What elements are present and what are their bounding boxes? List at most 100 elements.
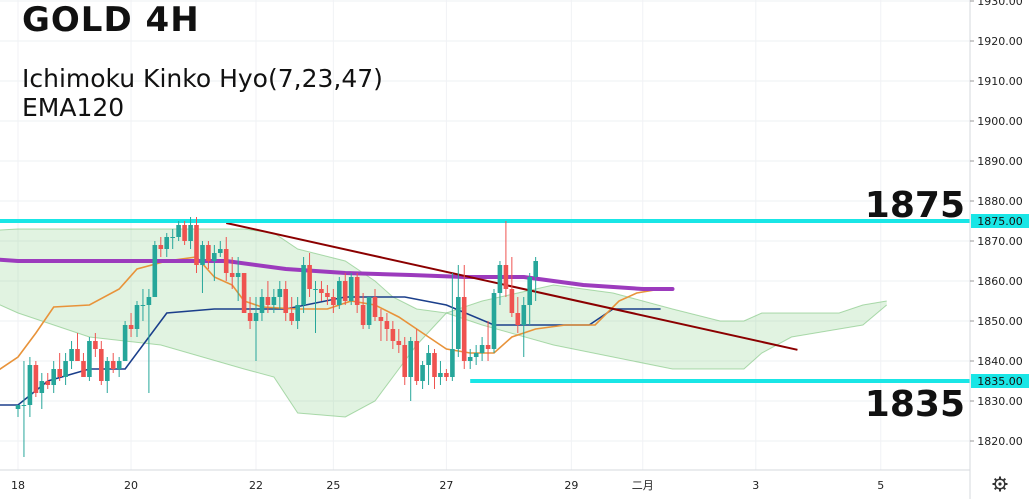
candle[interactable] [342,273,348,305]
candle[interactable] [69,341,74,369]
candle[interactable] [426,345,431,385]
candle[interactable] [420,361,425,389]
candle[interactable] [200,241,205,293]
candles[interactable] [15,217,538,457]
candle[interactable] [372,289,378,321]
candle[interactable] [21,361,27,457]
candle[interactable] [390,321,396,349]
candle[interactable] [27,357,33,417]
candle[interactable] [354,273,360,313]
candle[interactable] [45,373,51,389]
candle[interactable] [176,221,181,241]
candle[interactable] [253,297,259,361]
candle[interactable] [15,405,21,417]
candle[interactable] [485,321,491,361]
candle[interactable] [384,313,390,341]
candle[interactable] [57,353,62,381]
candle[interactable] [63,353,68,385]
candle[interactable] [105,357,110,393]
candle[interactable] [75,333,80,361]
candle[interactable] [33,361,39,397]
candle[interactable] [319,281,324,301]
candle[interactable] [289,297,294,325]
candle-body [337,281,342,305]
candle[interactable] [497,261,503,305]
candle[interactable] [456,265,461,357]
candle[interactable] [39,373,45,409]
candle[interactable] [81,353,86,377]
candle[interactable] [110,353,116,373]
candle[interactable] [348,273,354,305]
candle[interactable] [461,265,467,369]
candle[interactable] [360,293,366,329]
candle[interactable] [247,297,253,329]
candle[interactable] [223,237,229,281]
candle-body [99,349,104,381]
candle[interactable] [140,289,146,321]
candle[interactable] [408,337,413,401]
candle[interactable] [521,297,527,357]
price-tick-label: 1870.00 [977,235,1023,248]
candle[interactable] [116,357,122,377]
candle[interactable] [188,217,193,249]
candle[interactable] [509,257,515,317]
candle[interactable] [479,337,485,361]
candle[interactable] [229,257,235,289]
candle-body [57,369,62,377]
candle[interactable] [51,361,56,393]
candle[interactable] [265,281,271,313]
candle-body [122,325,128,361]
candle[interactable] [467,349,473,369]
candle[interactable] [503,221,509,297]
candle[interactable] [206,241,211,269]
candle[interactable] [325,285,330,305]
candle[interactable] [402,337,407,385]
candle[interactable] [337,277,342,309]
candle[interactable] [491,289,497,353]
candle[interactable] [99,341,104,385]
candle[interactable] [307,253,312,297]
candle[interactable] [259,289,265,321]
candle[interactable] [283,281,288,321]
candle-body [235,273,241,277]
candle[interactable] [271,289,277,313]
candle[interactable] [313,281,318,333]
candle[interactable] [473,345,479,365]
candle[interactable] [218,241,223,257]
gear-icon[interactable] [992,476,1008,492]
candle[interactable] [164,233,169,257]
candle-body [390,329,396,341]
candle[interactable] [212,245,217,281]
candle[interactable] [515,297,521,333]
candle[interactable] [158,237,164,257]
candle[interactable] [194,217,199,273]
candle[interactable] [134,301,140,337]
candle[interactable] [396,329,402,353]
candle[interactable] [170,229,175,249]
candle[interactable] [331,289,336,313]
candle[interactable] [152,241,158,297]
candle[interactable] [87,337,92,381]
candle[interactable] [241,273,247,313]
candle[interactable] [128,313,134,337]
candle[interactable] [366,297,372,329]
candle[interactable] [182,221,187,245]
candle[interactable] [146,289,152,393]
candle[interactable] [438,361,443,385]
candle[interactable] [432,349,437,389]
candle[interactable] [527,273,532,325]
candle[interactable] [301,257,306,313]
candle[interactable] [378,309,384,341]
candle[interactable] [444,369,449,381]
candle[interactable] [295,297,300,329]
horizontal-levels[interactable]: 1875 1835 [0,185,970,425]
candle[interactable] [277,281,283,309]
candle[interactable] [533,257,538,301]
candle[interactable] [414,329,419,385]
candle[interactable] [235,257,241,301]
candle[interactable] [93,333,98,357]
candle[interactable] [450,273,455,381]
candle[interactable] [122,321,128,361]
